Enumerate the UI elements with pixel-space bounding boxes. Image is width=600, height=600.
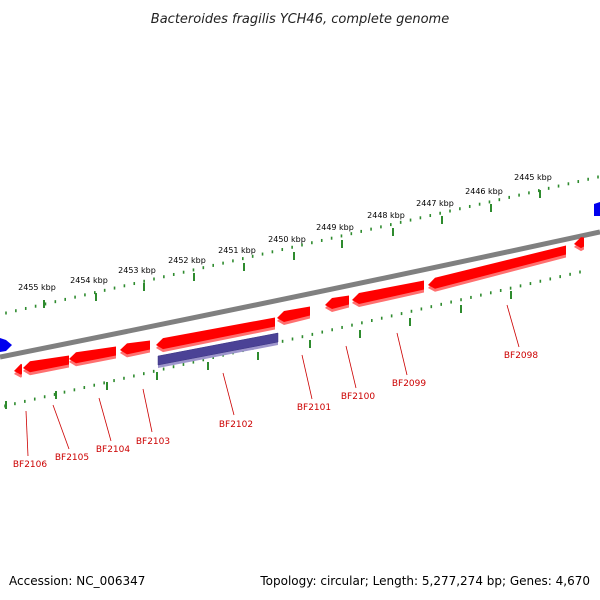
gene-leader-line: [52, 404, 70, 450]
gene-arrow: [277, 306, 310, 323]
scale-tick-label: 2450 kbp: [268, 235, 306, 244]
scale-tick-label: 2451 kbp: [218, 246, 256, 255]
gene-leader-line: [142, 388, 153, 433]
gene-leader-line: [98, 397, 112, 442]
gene-track: [14, 237, 584, 378]
gene-arrow: [156, 317, 275, 350]
gene-label: BF2098: [504, 351, 539, 361]
scale-tick-label: 2445 kbp: [514, 173, 552, 182]
scale-tick-label: 2454 kbp: [70, 276, 108, 285]
gene-label: BF2101: [297, 403, 331, 413]
scale-tick-label: 2452 kbp: [168, 256, 206, 265]
scale-tick-label: 2449 kbp: [316, 223, 354, 232]
genome-backbone: [0, 229, 600, 360]
gene-arrow: [69, 346, 116, 364]
gene-label: BF2105: [55, 453, 89, 463]
gene-label: BF2099: [392, 379, 427, 389]
scale-tick-label: 2453 kbp: [118, 266, 156, 275]
gene-label: BF2103: [136, 437, 170, 447]
gene-label: BF2100: [341, 392, 376, 402]
gene-arrow: [23, 355, 69, 373]
scale-tick-label: 2446 kbp: [465, 187, 503, 196]
gene-label: BF2102: [219, 420, 253, 430]
gene-arrow: [428, 245, 566, 289]
gene-arrow: [14, 363, 22, 375]
map-title: Bacteroides fragilis YCH46, complete gen…: [151, 12, 449, 27]
gene-labels: BF2106 BF2105 BF2104 BF2103 BF2102 BF2101 BF21…: [13, 304, 539, 470]
genome-summary-text: Topology: circular; Length: 5,277,274 bp…: [260, 574, 590, 588]
gene-leader-line: [222, 372, 235, 416]
scale-tick-label: 2455 kbp: [18, 283, 56, 292]
forward-gene-right: [594, 202, 600, 216]
forward-gene-left: [0, 338, 12, 352]
forward-strand-genes: [0, 202, 600, 352]
gene-arrow: [325, 295, 349, 310]
gene-label: BF2104: [96, 445, 131, 455]
scale-ticks: 2455 kbp 2454 kbp 2453 kbp 2452 kbp 2451 kbp…: [5, 173, 552, 409]
gene-arrow: [574, 237, 584, 249]
gene-label: BF2106: [13, 460, 48, 470]
gene-arrow: [120, 340, 150, 355]
gene-arrow: [352, 280, 424, 305]
gene-leader-line: [345, 345, 357, 389]
gene-leader-line: [506, 304, 520, 348]
scale-ruler-upper: [5, 175, 599, 315]
feature-bar: [157, 332, 279, 366]
gene-leader-line: [25, 410, 29, 457]
gene-leader-line: [301, 354, 313, 400]
scale-tick-label: 2447 kbp: [416, 199, 454, 208]
scale-tick-label: 2448 kbp: [367, 211, 405, 220]
gene-leader-line: [396, 332, 408, 376]
accession-text: Accession: NC_006347: [9, 574, 146, 588]
